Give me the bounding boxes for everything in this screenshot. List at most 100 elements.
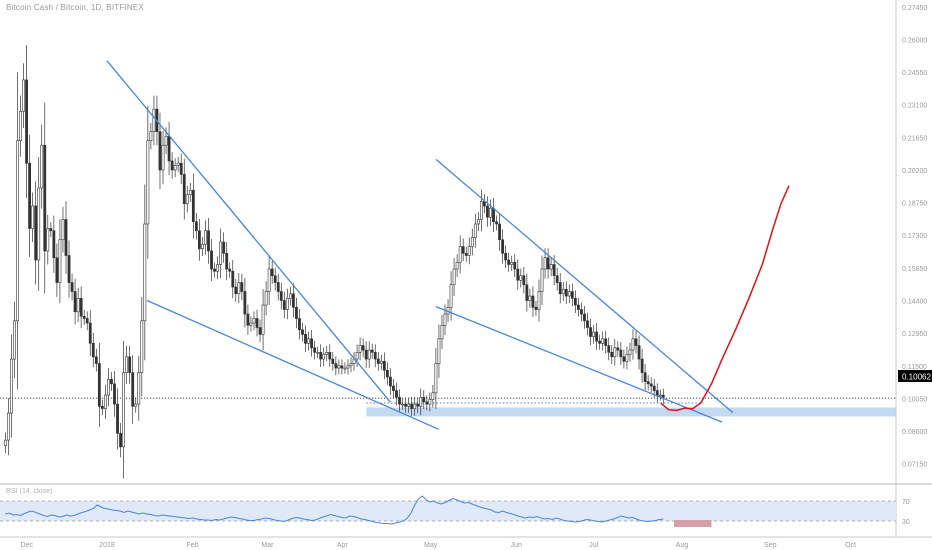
candle-body [498,223,501,241]
candle-body [395,390,398,398]
candle-body [349,363,353,367]
candle-body [91,343,95,358]
candle-body [573,297,577,306]
candle-body [298,318,301,331]
support-zone-layer [366,407,896,417]
candle-body [191,189,195,223]
candle-body [216,264,219,272]
candle-body [149,131,153,141]
wedge-2-upper-trendline[interactable] [435,158,734,414]
candle-body [291,293,295,308]
price-tick-label: 0.23100 [902,103,927,110]
candle-body [85,318,89,324]
price-tick-label: 0.17300 [902,233,927,240]
candle-body [167,135,171,162]
candle-body [301,329,304,335]
price-tick-label: 0.07150 [902,462,927,469]
rsi-pane: 70 30 [0,495,910,527]
candle-body [567,291,571,297]
candle-body [340,365,344,369]
candle-body [534,306,538,310]
candle-body [207,230,210,252]
current-price-label: 0.10062 [902,373,931,382]
candle-body [319,352,323,360]
candle-body [519,275,523,281]
candle-body [128,356,132,373]
candle-body [64,219,68,256]
candle-body [652,385,656,391]
candle-body [125,356,129,373]
wedge-2-lower-trendline[interactable] [435,306,723,423]
candle-body [583,313,586,322]
current-price-tag-layer: 0.10062 [898,370,932,382]
candle-body [334,363,338,369]
candle-body [143,223,147,322]
candle-body [316,352,320,354]
candle-body [152,108,156,132]
candle-body [631,338,635,351]
candle-body [249,322,253,326]
candle-body [595,331,599,342]
rsi-band [0,501,896,521]
candle-body [452,268,456,286]
candle-body [492,207,495,223]
candle-body [449,284,453,308]
candle-body [246,313,250,326]
projection-path[interactable] [660,185,790,412]
projection-layer[interactable] [660,185,790,412]
candle-body [589,327,592,337]
candle-body [540,268,544,292]
candle-body [310,338,313,349]
wedge-1-upper-trendline[interactable] [106,60,391,403]
time-tick-label: 2018 [99,542,115,549]
candle-body [288,293,292,299]
candle-body [392,385,395,391]
candle-body [507,259,511,265]
chart-title: Bitcoin Cash / Bitcoin, 1D, BITFINEX [6,3,144,12]
candle-body [398,397,401,405]
candle-body [355,352,359,360]
time-tick-label: Feb [187,542,199,549]
candle-body [495,221,498,225]
candle-body [640,358,644,373]
candle-body [376,358,380,364]
candle-body [228,268,232,272]
time-tick-label: Sep [764,542,777,549]
candle-body [385,370,389,378]
candle-body [577,304,580,310]
candle-body [231,270,235,288]
candle-body [580,309,583,315]
trendlines-layer[interactable] [106,60,734,430]
candle-body [122,372,125,448]
price-tick-label: 0.18750 [902,201,927,208]
candle-body [401,403,404,406]
candle-body [67,255,71,283]
candle-body [373,352,377,360]
candle-body [258,327,262,335]
candle-body [464,252,468,256]
candle-body [234,286,238,295]
candle-body [146,140,150,225]
candle-body [313,347,317,353]
candle-body [513,261,517,270]
candle-body [19,111,22,141]
candle-body [610,352,614,358]
candle-body [104,394,107,409]
candle-body [37,187,41,261]
candle-body [661,394,665,398]
reference-lines-layer [0,397,896,404]
candle-body [489,207,492,218]
support-zone [366,407,896,417]
candle-body [343,367,347,370]
candle-body [458,246,462,263]
candle-body [613,347,617,358]
time-tick-label: Aug [676,542,689,549]
candle-body [116,403,119,434]
candle-body [49,228,53,232]
candle-body [473,223,477,238]
candle-body [592,331,595,337]
candle-body [267,268,271,292]
candle-body [270,268,274,277]
wedge-1-lower-trendline[interactable] [146,299,439,430]
